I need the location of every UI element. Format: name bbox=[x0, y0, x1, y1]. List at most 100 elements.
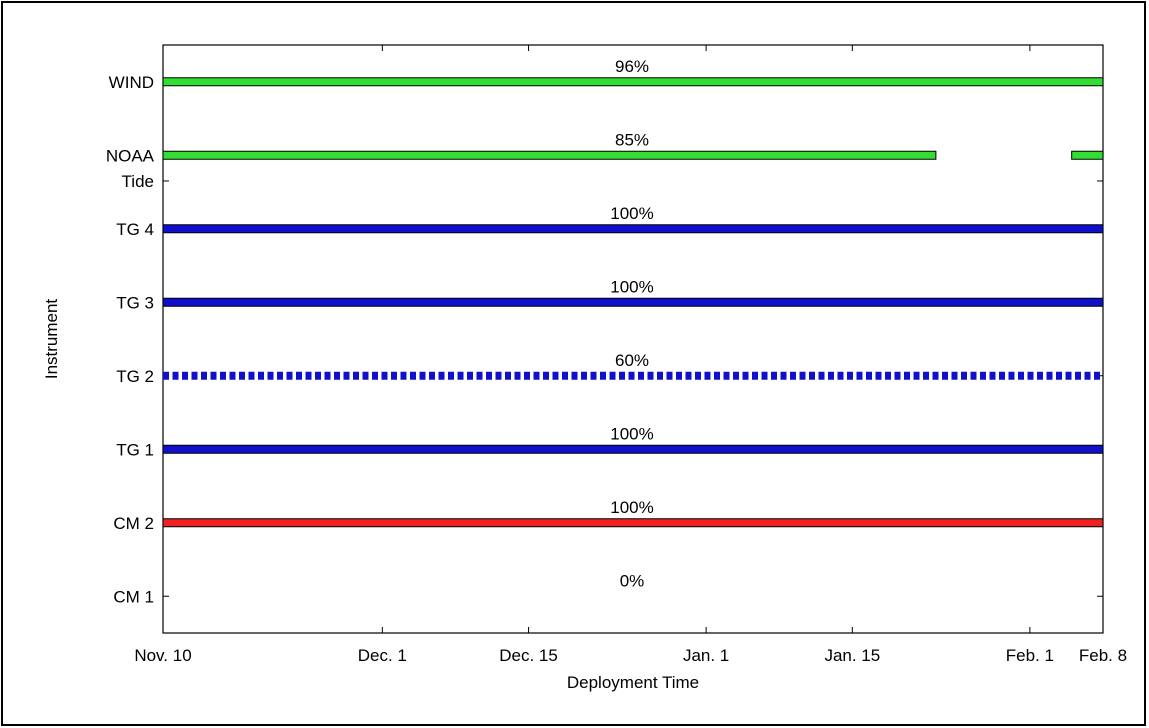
bar-tg-2-dash-97 bbox=[1084, 371, 1091, 380]
bar-tg-2-dash-15 bbox=[305, 371, 312, 380]
y-tick-label-tide: Tide bbox=[122, 172, 154, 191]
y-tick-label-cm-1: CM 1 bbox=[113, 587, 154, 606]
bar-tg-2-dash-83 bbox=[951, 371, 958, 380]
bar-tg-2-dash-77 bbox=[894, 371, 901, 380]
bar-wind-segment-0 bbox=[162, 77, 1104, 87]
bar-tg-2-dash-44 bbox=[581, 371, 587, 380]
bar-tg-2-dash-27 bbox=[419, 371, 426, 380]
bar-noaa-segment-0 bbox=[162, 150, 937, 160]
axis-ticks: CM 1 CM 2 TG 1 TG 2 TG 3 TG 4 Tide NOAA WIND Nov.… bbox=[106, 45, 1127, 665]
bar-tg-2-dash-93 bbox=[1046, 371, 1053, 380]
bar-tg-2-dash-36 bbox=[505, 371, 511, 380]
bar-tg-2-dash-51 bbox=[647, 371, 654, 380]
bar-tg-3-segment-0 bbox=[162, 297, 1104, 307]
bar-tg-2-dash-21 bbox=[362, 371, 369, 380]
bar-tg-2-dash-32 bbox=[467, 371, 473, 380]
bar-tg-2-segment-0 bbox=[163, 371, 1100, 380]
bar-noaa-segment-1 bbox=[1071, 150, 1104, 160]
bar-tg-2-dash-86 bbox=[980, 371, 986, 380]
percent-label-wind: 96% bbox=[615, 57, 649, 76]
bar-tg-2-dash-28 bbox=[429, 371, 435, 380]
bar-tg-2-dash-8 bbox=[239, 371, 245, 380]
bar-tg-2-dash-85 bbox=[970, 371, 977, 380]
bar-tg-2-dash-10 bbox=[258, 371, 264, 380]
x-tick-label-feb-1: Feb. 1 bbox=[1006, 646, 1054, 665]
bar-tg-2-dash-1 bbox=[172, 371, 179, 380]
bar-tg-2-dash-79 bbox=[913, 371, 920, 380]
bar-tg-2-dash-42 bbox=[562, 371, 568, 380]
bar-tg-2-dash-41 bbox=[552, 371, 559, 380]
bar-tg-2-dash-22 bbox=[372, 371, 378, 380]
bar-tg-2-dash-11 bbox=[267, 371, 274, 380]
bar-tg-2-dash-90 bbox=[1018, 371, 1024, 380]
bar-tg-2-dash-35 bbox=[495, 371, 502, 380]
percent-label-tg-4: 100% bbox=[610, 204, 653, 223]
bar-tg-2-dash-33 bbox=[476, 371, 483, 380]
bar-tg-2-dash-75 bbox=[875, 371, 882, 380]
bar-tg-2-dash-80 bbox=[923, 371, 929, 380]
bar-tg-2-dash-20 bbox=[353, 371, 359, 380]
bar-tg-2-dash-5 bbox=[210, 371, 217, 380]
bar-tg-2-dash-70 bbox=[828, 371, 834, 380]
bar-tg-2-dash-4 bbox=[201, 371, 207, 380]
x-tick-label-jan-15: Jan. 15 bbox=[824, 646, 880, 665]
bar-tg-2-dash-87 bbox=[989, 371, 996, 380]
bar-tg-2-dash-92 bbox=[1037, 371, 1043, 380]
bar-tg-2-dash-66 bbox=[790, 371, 796, 380]
percent-label-tg-3: 100% bbox=[610, 277, 653, 296]
bar-tg-2-dash-76 bbox=[885, 371, 891, 380]
bar-tg-2-dash-0 bbox=[163, 371, 169, 380]
bar-tg-2-dash-24 bbox=[391, 371, 397, 380]
bar-tg-2-dash-30 bbox=[448, 371, 454, 380]
bar-tg-2-dash-96 bbox=[1075, 371, 1081, 380]
bar-tg-2-dash-69 bbox=[818, 371, 825, 380]
x-tick-label-nov-10: Nov. 10 bbox=[134, 646, 191, 665]
bar-tg-2-dash-12 bbox=[277, 371, 283, 380]
y-tick-label-tg-1: TG 1 bbox=[116, 440, 154, 459]
bar-tg-2-dash-94 bbox=[1056, 371, 1062, 380]
bar-tg-2-dash-62 bbox=[752, 371, 758, 380]
bar-tg-2-dash-81 bbox=[932, 371, 939, 380]
y-tick-label-tg-2: TG 2 bbox=[116, 367, 154, 386]
bar-tg-2-dash-47 bbox=[609, 371, 616, 380]
x-axis-title: Deployment Time bbox=[567, 673, 699, 692]
bar-tg-2-dash-61 bbox=[742, 371, 749, 380]
bar-tg-2-dash-68 bbox=[809, 371, 815, 380]
percent-label-cm-2: 100% bbox=[610, 498, 653, 517]
y-axis-title: Instrument bbox=[42, 299, 61, 380]
bar-tg-2-dash-39 bbox=[533, 371, 540, 380]
plot-area bbox=[162, 44, 1104, 634]
bar-tg-2-dash-95 bbox=[1065, 371, 1072, 380]
bar-tg-2-dash-71 bbox=[837, 371, 844, 380]
bar-tg-4-segment-0 bbox=[162, 224, 1104, 234]
bar-tg-2-dash-2 bbox=[182, 371, 188, 380]
bar-tg-1-segment-0 bbox=[162, 444, 1104, 454]
bar-tg-2-dash-3 bbox=[191, 371, 198, 380]
bar-tg-2-dash-45 bbox=[590, 371, 597, 380]
bar-tg-2-dash-72 bbox=[847, 371, 853, 380]
bar-tg-2-dash-56 bbox=[695, 371, 701, 380]
bar-tg-2-dash-19 bbox=[343, 371, 350, 380]
bar-tg-2-dash-7 bbox=[229, 371, 236, 380]
y-tick-label-wind: WIND bbox=[109, 73, 154, 92]
bar-tg-2-dash-23 bbox=[381, 371, 388, 380]
bar-tg-2-dash-67 bbox=[799, 371, 806, 380]
bar-tg-2-dash-78 bbox=[904, 371, 910, 380]
labels-layer: 96% 85% 100% 100% 60% 100% 100% 0% bbox=[610, 57, 653, 591]
bar-tg-2-dash-58 bbox=[714, 371, 720, 380]
bar-tg-2-dash-57 bbox=[704, 371, 711, 380]
bar-tg-2-dash-55 bbox=[685, 371, 692, 380]
bar-tg-2-dash-31 bbox=[457, 371, 464, 380]
bar-tg-2-dash-26 bbox=[410, 371, 416, 380]
percent-label-noaa: 85% bbox=[615, 130, 649, 149]
bar-tg-2-dash-43 bbox=[571, 371, 578, 380]
bar-tg-2-dash-37 bbox=[514, 371, 521, 380]
bar-tg-2-dash-49 bbox=[628, 371, 635, 380]
bar-tg-2-dash-53 bbox=[666, 371, 673, 380]
bar-tg-2-dash-65 bbox=[780, 371, 787, 380]
x-tick-label-feb-8: Feb. 8 bbox=[1079, 646, 1127, 665]
bar-tg-2-dash-54 bbox=[676, 371, 682, 380]
x-tick-label-dec-1: Dec. 1 bbox=[358, 646, 407, 665]
bar-tg-2-dash-59 bbox=[723, 371, 730, 380]
